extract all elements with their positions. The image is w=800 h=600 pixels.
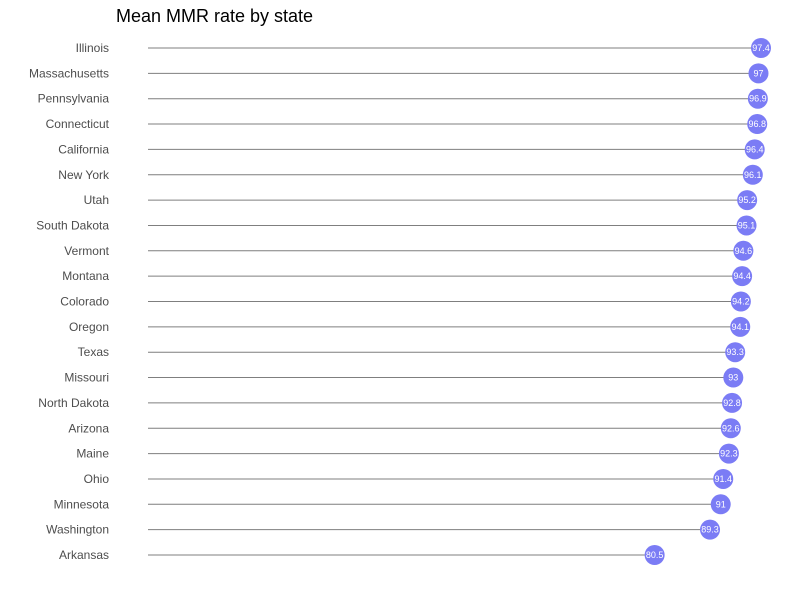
lollipop-dot [730,291,751,312]
lollipop-dot [748,63,769,84]
value-label: 97.4 [752,43,770,53]
lollipop-dot [732,266,753,287]
lollipop-dot [725,342,746,363]
lollipop-dot [722,392,743,413]
category-label: Montana [62,269,109,283]
lollipop-dot [733,240,754,261]
value-label: 94.4 [733,271,751,281]
category-label: North Dakota [38,396,109,410]
lollipop-dot [720,418,741,439]
category-label: Illinois [76,41,109,55]
lollipop-dot [710,494,731,515]
value-label: 92.6 [722,423,740,433]
value-label: 80.5 [646,550,664,560]
value-label: 96.1 [744,170,762,180]
category-label: Massachusetts [29,66,109,80]
category-label: Vermont [64,244,109,258]
lollipop-dot [747,114,768,135]
value-label: 95.2 [738,195,756,205]
category-label: New York [58,168,110,182]
lollipop-dot [730,316,751,337]
lollipop-dot [713,468,734,489]
category-label: Arizona [68,421,109,435]
value-label: 93.3 [726,347,744,357]
category-label: Texas [78,345,109,359]
lollipop-dot [751,38,771,58]
value-label: 94.2 [732,297,750,307]
value-label: 91 [716,499,726,509]
category-label: Ohio [84,472,110,486]
category-label: Maine [76,447,109,461]
lollipop-dot [723,367,744,388]
lollipop-dot [736,215,757,236]
lollipop-dot [718,443,739,464]
value-label: 92.3 [720,449,738,459]
category-label: Colorado [60,295,109,309]
lollipop-dot [644,545,665,565]
category-label: California [58,142,109,156]
value-label: 96.9 [749,94,767,104]
value-label: 95.1 [738,220,756,230]
value-label: 92.8 [723,398,741,408]
value-label: 94.1 [731,322,749,332]
lollipop-dot [700,519,721,540]
lollipop-dot [747,88,768,109]
category-label: Minnesota [54,497,110,511]
category-label: Arkansas [59,548,109,562]
category-label: Washington [46,523,109,537]
category-label: Pennsylvania [38,92,110,106]
category-label: Missouri [64,371,109,385]
category-label: Oregon [69,320,109,334]
lollipop-dot [737,190,758,211]
lollipop-dot [744,139,765,160]
value-label: 96.4 [746,144,764,154]
category-label: Connecticut [46,117,110,131]
category-label: South Dakota [36,218,109,232]
chart-title: Mean MMR rate by state [116,6,313,26]
value-label: 97 [753,68,763,78]
value-label: 89.3 [701,525,719,535]
value-label: 91.4 [714,474,732,484]
value-label: 96.8 [748,119,766,129]
category-label: Utah [84,193,109,207]
value-label: 94.6 [735,246,753,256]
chart-rows: Illinois 97.4 Massachusetts 97 Pennsylvania 9… [29,38,771,565]
lollipop-dot [742,164,763,185]
value-label: 93 [728,373,738,383]
